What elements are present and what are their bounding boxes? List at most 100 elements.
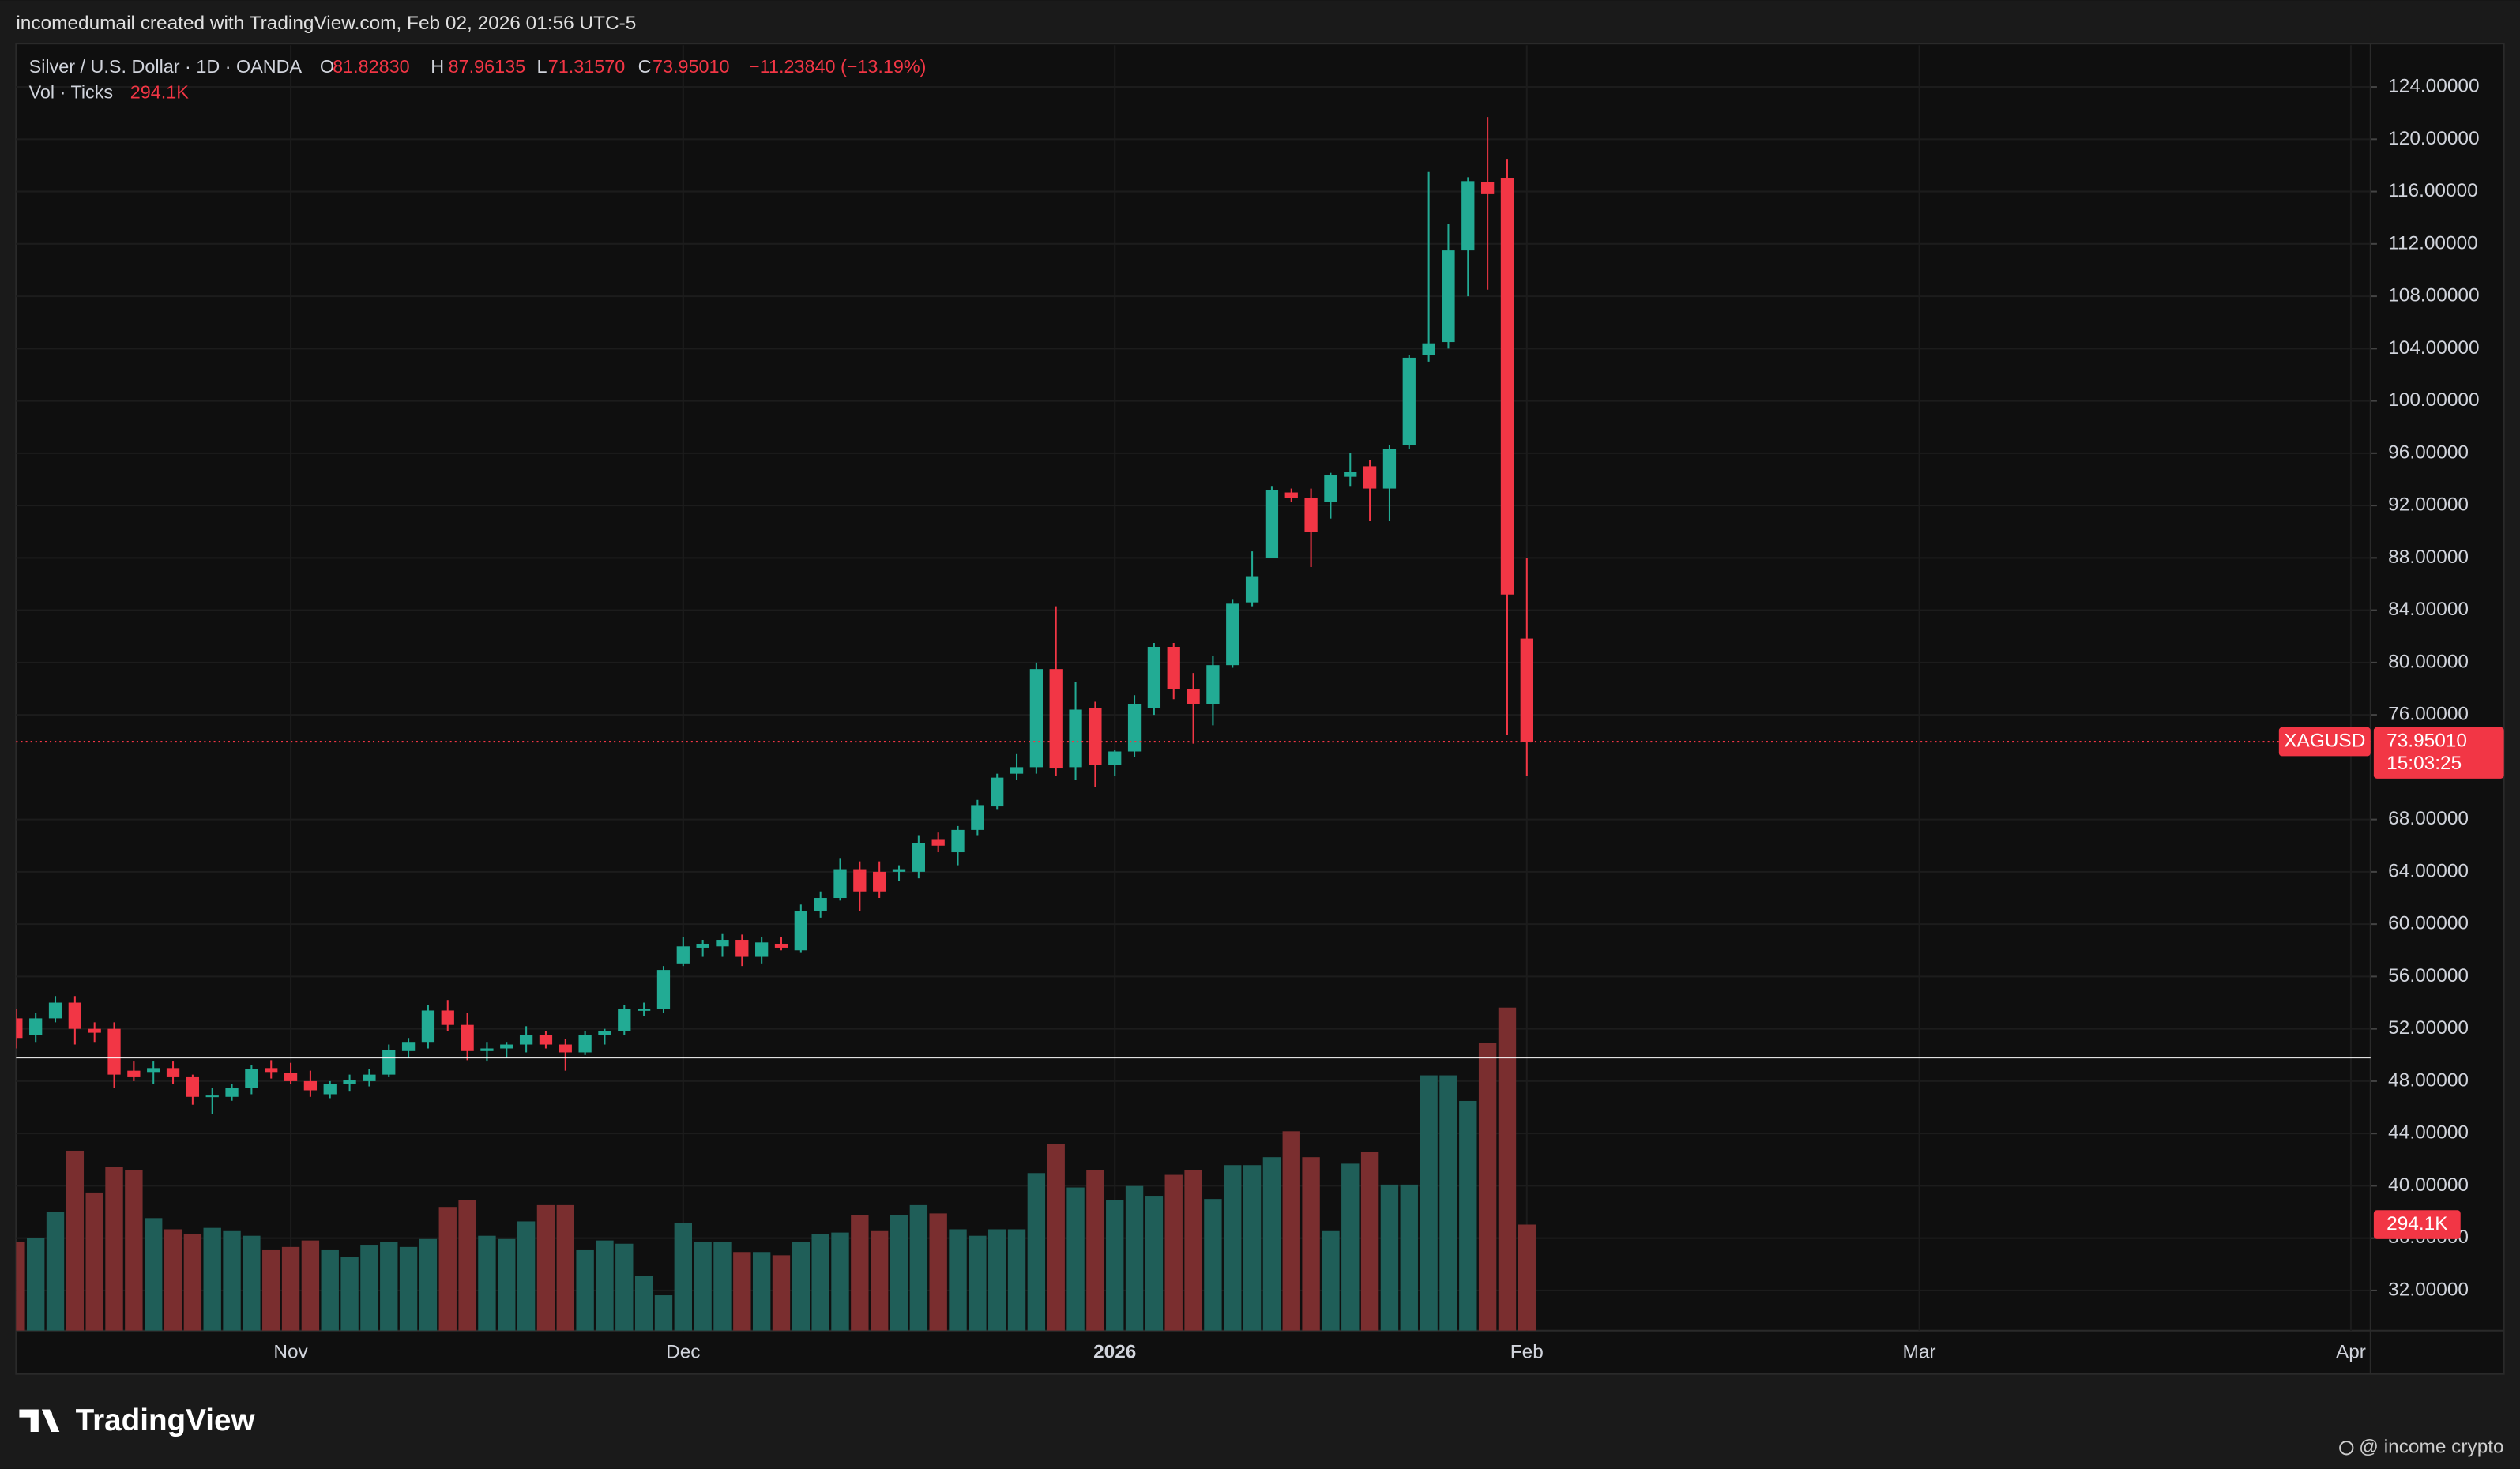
symbol-tag [2278,727,2371,757]
volume-bar [164,1229,182,1331]
y-tick-label: 124.00000 [2388,76,2479,97]
candle-body [480,1048,494,1051]
candle-body [1461,181,1475,251]
volume-legend: Vol · Ticks [29,81,114,102]
candle-body [1187,688,1200,704]
candle-body [186,1076,200,1097]
candle-body [1147,646,1161,708]
candle-body [1304,498,1318,532]
candle-body [88,1028,101,1033]
volume-bar [145,1218,163,1331]
candle-body [382,1050,396,1075]
volume-bar [380,1242,398,1331]
y-tick-label: 56.00000 [2388,965,2469,986]
candle-body [1344,472,1357,477]
candle-body [833,869,847,899]
volume-bar [498,1238,516,1331]
volume-bar [596,1240,614,1331]
volume-bar [1322,1230,1340,1331]
candle-body [951,829,965,853]
volume-bar [125,1170,143,1331]
volume-bar [674,1223,692,1331]
candle-body [500,1044,513,1049]
volume-bar [66,1150,85,1331]
ohlc-value: 87.96135 [449,56,526,77]
volume-bar [262,1249,280,1331]
candle-body [618,1009,631,1031]
volume-bar [615,1243,634,1331]
candle-body [1069,709,1082,768]
chart-panel [15,43,2505,1375]
volume-bar [1145,1196,1164,1331]
x-tick-label: 2026 [1093,1342,1136,1363]
candle-body [1010,767,1024,774]
candle-body [147,1068,160,1073]
candle-body [1029,669,1044,768]
y-tick-label: 108.00000 [2388,285,2479,306]
ohlc-value: 73.95010 [653,56,730,77]
y-tick-label: 120.00000 [2388,128,2479,149]
candle-body [1363,466,1377,489]
candle-body [519,1035,533,1045]
volume-bar [870,1230,889,1331]
y-tick-label: 76.00000 [2388,704,2469,725]
candle-body [794,911,807,951]
volume-bar [1164,1174,1183,1331]
logo-dot [43,1410,53,1418]
candle-body [971,805,984,830]
candles [16,117,1533,1114]
volume-bar [1341,1163,1360,1331]
brand-logo [19,1409,60,1432]
candle-body [1284,492,1298,498]
volume-bar [1439,1075,1457,1331]
candle-body [363,1074,376,1081]
volume-bar [1125,1185,1144,1331]
candle-body [1167,646,1180,689]
candle-body [1265,490,1279,558]
candle-body [48,1002,62,1019]
candle-body [1108,751,1122,765]
candle-body [107,1028,121,1075]
candle-body [1500,178,1514,595]
volume-tag [2373,1210,2461,1239]
candle-body [559,1044,572,1053]
volume-bar [1282,1131,1300,1331]
credit: @ income crypto [2359,1437,2503,1458]
volume-bar [1066,1187,1085,1331]
candle-body [1127,704,1142,752]
volume-bar [105,1167,123,1331]
candle-body [441,1010,454,1025]
volume-bar [1478,1043,1497,1331]
y-tick-label: 60.00000 [2388,913,2469,934]
candle-body [265,1068,278,1073]
volume-bar [654,1295,673,1331]
candle-body [245,1069,258,1088]
y-tick-label: 64.00000 [2388,860,2469,881]
candle-body [1402,357,1416,445]
volume-bar [1518,1224,1536,1331]
volume-bar [909,1204,928,1331]
candle-body [1442,250,1455,343]
countdown: 15:03:25 [2386,753,2462,774]
candle-body [892,869,906,872]
y-tick-label: 80.00000 [2388,651,2469,672]
brand: TradingView [76,1403,256,1437]
candle-body [421,1010,435,1043]
candle-body [676,946,690,964]
header: incomedumail created with TradingView.co… [16,13,636,34]
ohlc-value: 81.82830 [333,56,409,77]
volume-bar [203,1227,221,1331]
volume-bar [399,1246,418,1331]
volume-bar [46,1212,65,1331]
volume-bar [438,1207,457,1331]
volume-bar [733,1252,751,1331]
x-tick-label: Dec [666,1342,700,1363]
candle-body [696,943,709,948]
x-tick-label: Apr [2336,1342,2366,1363]
volume-bar [340,1257,359,1331]
volume-legend-value: 294.1K [130,81,189,102]
volume-bar [752,1252,771,1331]
y-tick-label: 84.00000 [2388,599,2469,620]
